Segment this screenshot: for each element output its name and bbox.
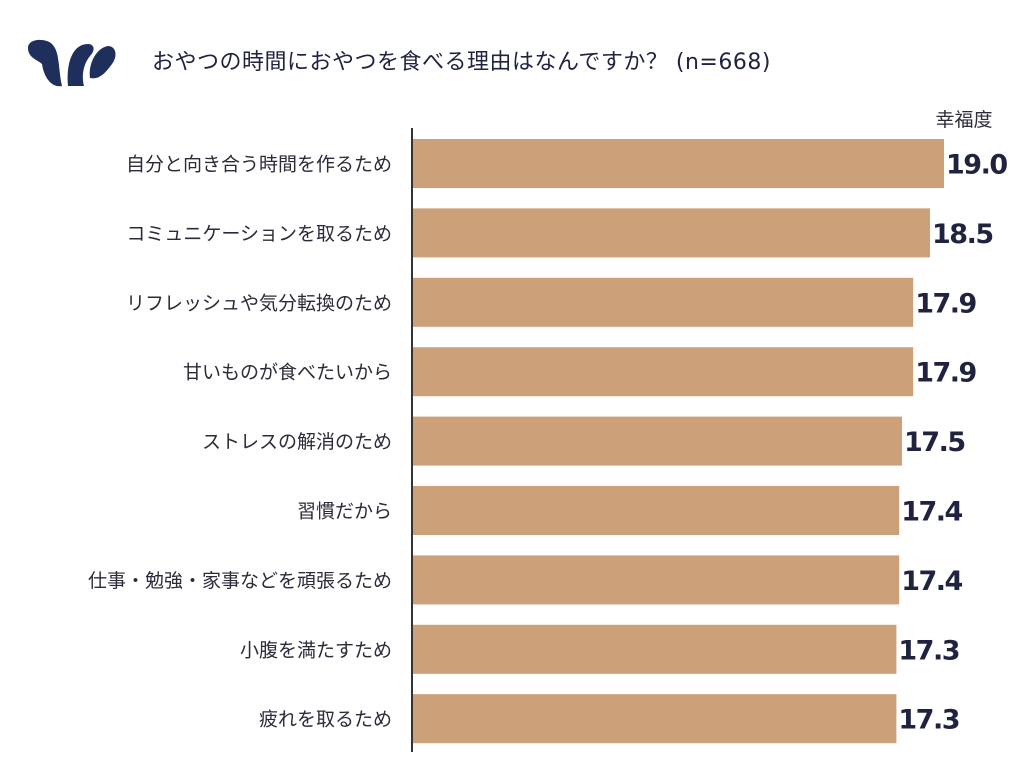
value-label: 17.9 bbox=[915, 358, 976, 389]
category-label: 習慣だから bbox=[297, 501, 392, 523]
category-label: ストレスの解消のため bbox=[202, 431, 392, 453]
value-label: 17.9 bbox=[915, 288, 976, 319]
metric-label: 幸福度 bbox=[935, 109, 992, 131]
category-label: 疲れを取るため bbox=[259, 709, 392, 731]
value-label: 17.4 bbox=[901, 566, 962, 597]
value-label: 17.4 bbox=[901, 497, 962, 528]
value-label: 17.3 bbox=[898, 635, 959, 666]
chart-title: おやつの時間におやつを食べる理由はなんですか？ (n=668) bbox=[152, 50, 771, 75]
bar bbox=[412, 624, 897, 674]
value-label: 17.5 bbox=[904, 427, 965, 458]
category-label: コミュニケーションを取るため bbox=[126, 223, 392, 245]
bar bbox=[412, 416, 902, 466]
category-label: 甘いものが食べたいから bbox=[183, 362, 392, 384]
category-label: 仕事・勉強・家事などを頑張るため bbox=[88, 570, 392, 592]
bar bbox=[412, 486, 900, 535]
brand-logo-icon bbox=[28, 39, 116, 87]
category-label: リフレッシュや気分転換のため bbox=[126, 292, 392, 314]
value-label: 19.0 bbox=[946, 150, 1007, 181]
bar bbox=[412, 347, 914, 397]
value-label: 18.5 bbox=[932, 219, 993, 250]
bar bbox=[412, 208, 930, 258]
bar bbox=[412, 694, 897, 744]
bar bbox=[412, 555, 900, 605]
category-label: 自分と向き合う時間を作るため bbox=[126, 154, 392, 176]
bar bbox=[412, 139, 944, 188]
bar bbox=[412, 277, 914, 327]
category-label: 小腹を満たすため bbox=[240, 639, 392, 661]
value-label: 17.3 bbox=[898, 705, 959, 736]
